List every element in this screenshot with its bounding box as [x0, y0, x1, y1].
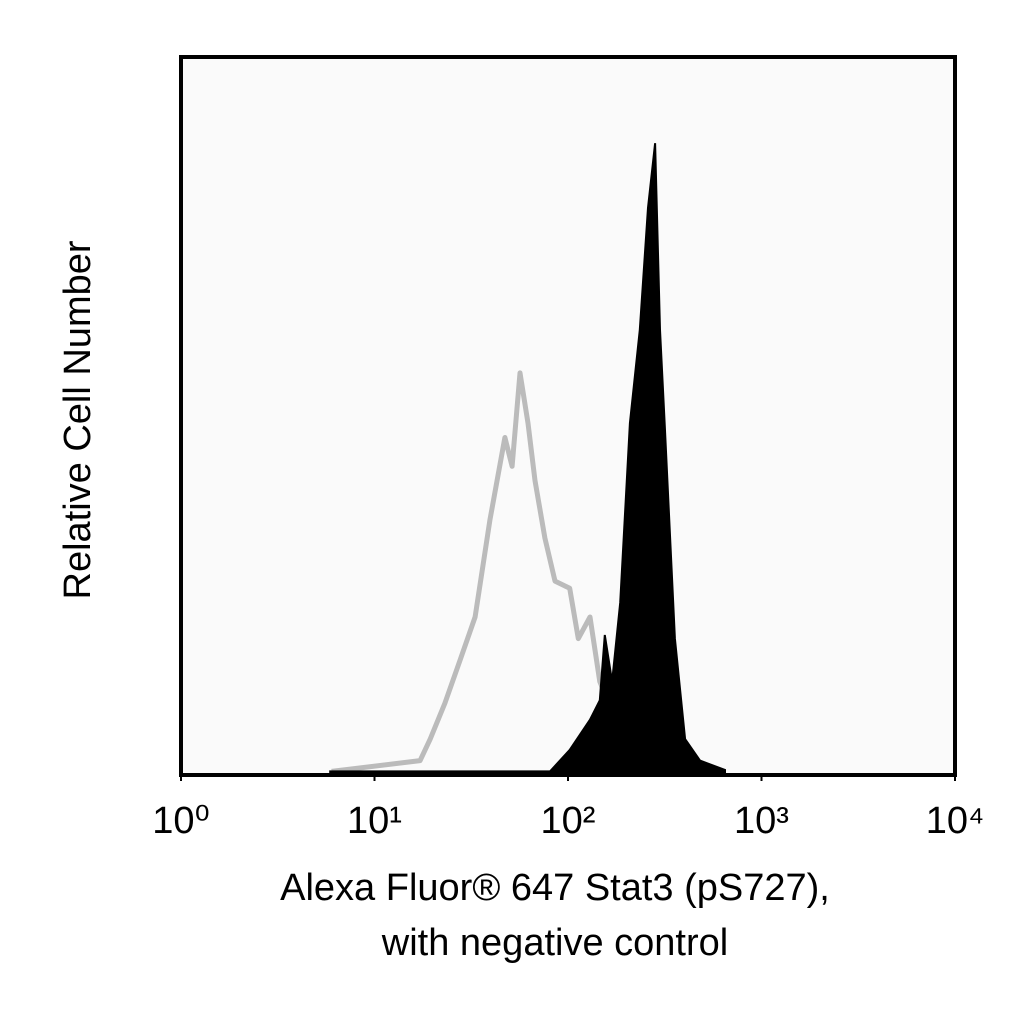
marks: [329, 143, 726, 776]
x-axis-label: with negative control: [381, 922, 728, 964]
x-tick-label: 10²: [541, 800, 596, 842]
y-axis-label: Relative Cell Number: [57, 240, 99, 599]
x-tick-label: 10⁰: [152, 800, 210, 842]
x-tick-label: 10³: [734, 800, 789, 842]
x-tick-label: 10¹: [347, 800, 402, 842]
x-tick-label: 10⁴: [926, 800, 985, 842]
plot-area: [181, 57, 955, 775]
x-axis-label: Alexa Fluor® 647 Stat3 (pS727),: [280, 867, 830, 909]
histogram-area: [329, 143, 726, 776]
